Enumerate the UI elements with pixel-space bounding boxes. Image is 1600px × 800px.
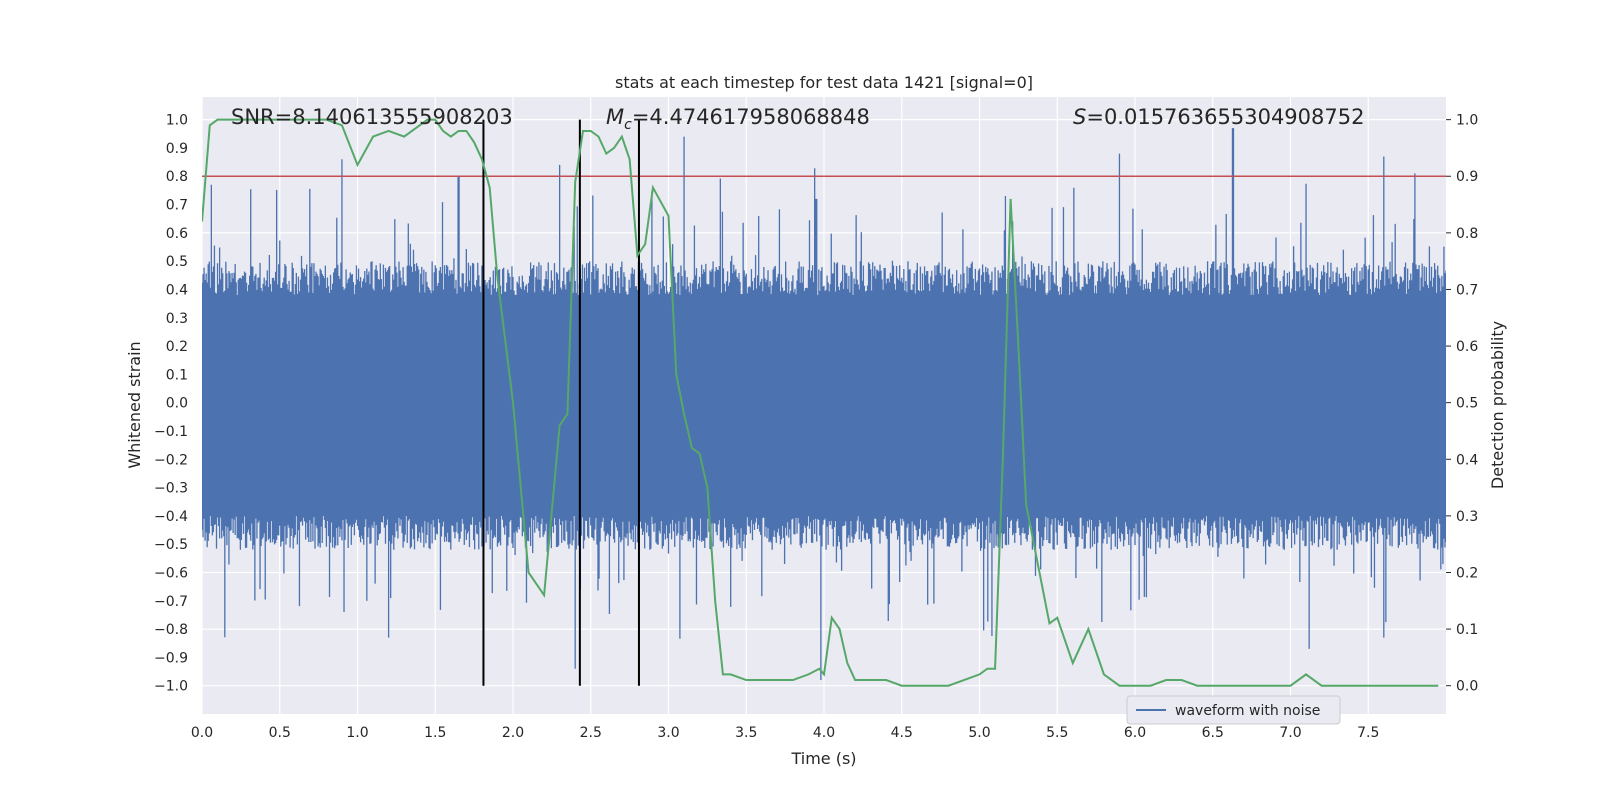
y-left-tick-label: 0.6 xyxy=(166,226,188,242)
y-left-tick-label: 0.5 xyxy=(166,254,188,270)
x-tick-label: 7.5 xyxy=(1357,725,1379,741)
x-tick-label: 1.5 xyxy=(424,725,446,741)
x-tick-label: 6.5 xyxy=(1202,725,1224,741)
legend-box xyxy=(1126,695,1341,725)
x-tick-label: 2.0 xyxy=(502,725,524,741)
y-right-tick-label: 0.2 xyxy=(1456,565,1478,581)
probability-series xyxy=(202,118,1439,687)
x-tick-label: 6.0 xyxy=(1124,725,1146,741)
y-left-tick-label: 0.4 xyxy=(166,282,188,298)
s-value: =0.015763655304908752 xyxy=(1086,105,1364,129)
y-right-tick-label: 0.5 xyxy=(1456,396,1478,412)
x-tick-label: 4.5 xyxy=(891,725,913,741)
y-right-tick-label: 1.0 xyxy=(1456,113,1478,129)
y-right-tick-label: 0.1 xyxy=(1456,622,1478,638)
y-right-tick-label: 0.6 xyxy=(1456,339,1478,355)
y-right-axis-ticks: 1.0 0.9 0.8 0.7 0.6 0.5 0.4 0.3 0.2 0.1 0.0 xyxy=(1446,113,1478,695)
x-tick-label: 0.5 xyxy=(269,725,291,741)
mc-symbol: M xyxy=(606,105,624,129)
x-axis-ticks: 0.0 0.5 1.0 1.5 2.0 2.5 3.0 3.5 4.0 4.5 5.0 5.5 6.0 6… xyxy=(191,725,1380,741)
y-right-tick-label: 0.7 xyxy=(1456,282,1478,298)
chirp-mass-annotation: Mc=4.474617958068848 xyxy=(606,105,870,133)
y-left-tick-label: −0.4 xyxy=(154,509,188,525)
y-left-tick-label: −0.6 xyxy=(154,565,188,581)
x-tick-label: 5.0 xyxy=(968,725,990,741)
legend: waveform with noise xyxy=(1126,695,1341,725)
y-left-tick-label: −0.8 xyxy=(154,622,188,638)
y-left-tick-label: −0.1 xyxy=(154,424,188,440)
x-tick-label: 4.0 xyxy=(813,725,835,741)
y-left-tick-label: 0.3 xyxy=(166,311,188,327)
waveform-series xyxy=(202,128,1446,681)
y-left-axis-label: Whitened strain xyxy=(125,341,144,468)
chart-title: stats at each timestep for test data 142… xyxy=(615,73,1033,92)
y-right-tick-label: 0.9 xyxy=(1456,169,1478,185)
y-left-tick-label: −0.2 xyxy=(154,452,188,468)
y-right-axis-label: Detection probability xyxy=(1488,321,1507,489)
series-layer xyxy=(202,118,1446,687)
legend-label-waveform: waveform with noise xyxy=(1175,703,1320,719)
y-left-tick-label: −1.0 xyxy=(154,679,188,695)
y-left-tick-label: −0.7 xyxy=(154,594,188,610)
y-left-axis-ticks: 1.0 0.9 0.8 0.7 0.6 0.5 0.4 0.3 0.2 0.1 0.0 −0.1 −0.… xyxy=(154,113,188,695)
y-left-tick-label: −0.5 xyxy=(154,537,188,553)
snr-annotation: SNR=8.140613555908203 xyxy=(231,105,513,129)
x-tick-label: 3.0 xyxy=(657,725,679,741)
y-left-tick-label: 0.0 xyxy=(166,396,188,412)
y-left-tick-label: 0.7 xyxy=(166,198,188,214)
y-right-tick-label: 0.8 xyxy=(1456,226,1478,242)
x-tick-label: 7.0 xyxy=(1279,725,1301,741)
s-symbol: S xyxy=(1073,105,1086,129)
mc-subscript: c xyxy=(624,117,632,133)
y-left-tick-label: −0.9 xyxy=(154,650,188,666)
s-annotation: S=0.015763655304908752 xyxy=(1073,105,1364,129)
y-right-tick-label: 0.0 xyxy=(1456,679,1478,695)
y-left-tick-label: 0.8 xyxy=(166,169,188,185)
y-left-tick-label: 0.2 xyxy=(166,339,188,355)
x-tick-label: 3.5 xyxy=(735,725,757,741)
x-axis-label: Time (s) xyxy=(790,749,856,768)
y-right-tick-label: 0.4 xyxy=(1456,452,1478,468)
x-tick-label: 1.0 xyxy=(346,725,368,741)
y-right-tick-label: 0.3 xyxy=(1456,509,1478,525)
y-left-tick-label: 0.1 xyxy=(166,367,188,383)
mc-value: =4.474617958068848 xyxy=(632,105,870,129)
y-left-tick-label: 0.9 xyxy=(166,141,188,157)
x-tick-label: 0.0 xyxy=(191,725,213,741)
x-tick-label: 2.5 xyxy=(580,725,602,741)
x-tick-label: 5.5 xyxy=(1046,725,1068,741)
y-left-tick-label: 1.0 xyxy=(166,113,188,129)
y-left-tick-label: −0.3 xyxy=(154,481,188,497)
